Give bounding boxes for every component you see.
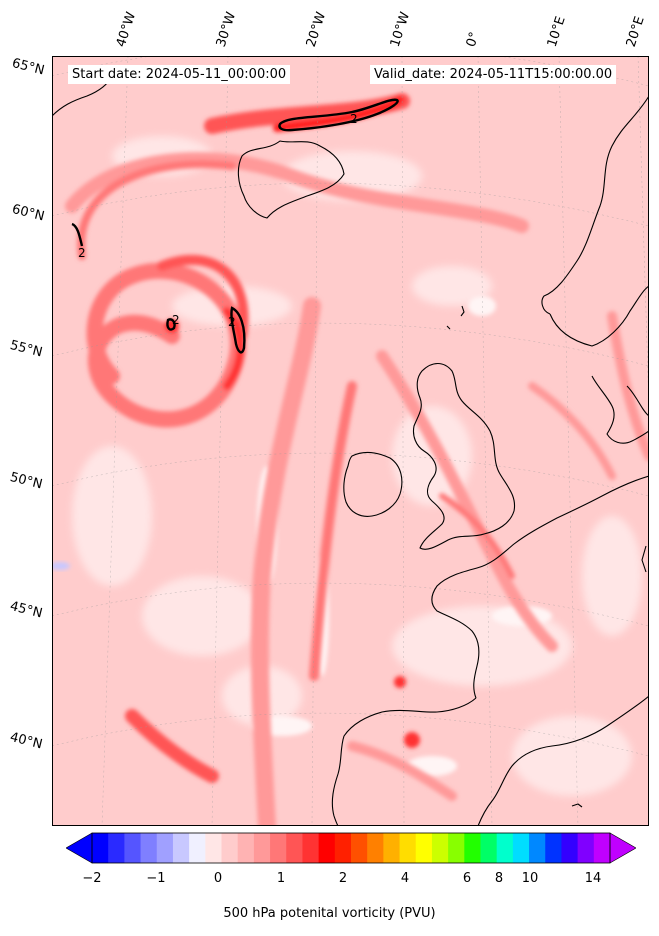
colorbar (66, 832, 636, 864)
pv-field-spots (165, 319, 420, 748)
colorbar-cell (351, 833, 368, 863)
lat-label-55n: 55°N (8, 338, 44, 361)
colorbar-cell (512, 833, 530, 863)
lat-label-40n: 40°N (8, 730, 44, 753)
colorbar-cells (92, 833, 611, 863)
colorbar-cell (480, 833, 498, 863)
colorbar-cell (464, 833, 481, 863)
lon-label-10e: 10°E (544, 14, 569, 50)
colorbar-cell (367, 833, 384, 863)
colorbar-cell (334, 833, 352, 863)
lon-label-0: 0° (463, 30, 483, 49)
colorbar-cell (431, 833, 449, 863)
colorbar-tick-6: 6 (462, 871, 472, 886)
colorbar-cell (237, 833, 255, 863)
lat-label-45n: 45°N (8, 599, 44, 622)
colorbar-cell (286, 833, 303, 863)
pv-field-dark-bands (65, 93, 649, 826)
lon-label-40w: 40°W (113, 10, 140, 49)
colorbar-cell (496, 833, 514, 863)
valid-date-label: Valid_date: 2024-05-11T15:00:00.00 (370, 65, 617, 84)
start-date-label: Start date: 2024-05-11_00:00:00 (68, 65, 291, 84)
colorbar-tick-neg1: −1 (146, 871, 166, 886)
contour-label-low-east: 2 (228, 315, 236, 329)
colorbar-tick-8: 8 (494, 871, 504, 886)
lon-label-30w: 30°W (213, 10, 240, 49)
colorbar-over-triangle (609, 832, 636, 864)
colorbar-cell (545, 833, 562, 863)
colorbar-tick-14: 14 (584, 871, 602, 886)
colorbar-cell (156, 833, 174, 863)
colorbar-tick-neg2: −2 (82, 871, 102, 886)
lat-label-50n: 50°N (8, 470, 44, 493)
colorbar-tick-0: 0 (213, 871, 223, 886)
pv-field-negative-patch (52, 562, 70, 570)
contour-label-west: 2 (78, 246, 86, 260)
colorbar-cell (529, 833, 546, 863)
colorbar-tick-2: 2 (338, 871, 348, 886)
colorbar-cell (172, 833, 190, 863)
lon-label-10w: 10°W (387, 10, 414, 49)
pv-field-light-patches (72, 136, 642, 796)
lat-label-65n: 65°N (10, 56, 46, 79)
colorbar-cell (270, 833, 287, 863)
pv-2-contours (71, 98, 399, 354)
colorbar-cell (205, 833, 222, 863)
colorbar-cell (189, 833, 206, 863)
colorbar-cell (448, 833, 465, 863)
lon-label-20w: 20°W (303, 10, 330, 49)
colorbar-cell (221, 833, 239, 863)
colorbar-under-triangle (66, 832, 93, 864)
colorbar-cell (318, 833, 336, 863)
colorbar-cell (124, 833, 142, 863)
colorbar-cell (253, 833, 271, 863)
colorbar-cell (92, 833, 109, 863)
colorbar-cell (561, 833, 579, 863)
colorbar-cell (593, 833, 611, 863)
colorbar-cell (383, 833, 401, 863)
lat-label-60n: 60°N (10, 202, 46, 225)
colorbar-title: 500 hPa potenital vorticity (PVU) (223, 906, 436, 921)
colorbar-cell (399, 833, 417, 863)
colorbar-tick-10: 10 (521, 871, 539, 886)
colorbar-cell (577, 833, 595, 863)
coastlines (52, 75, 649, 826)
lon-label-20e: 20°E (623, 14, 648, 50)
contour-label-iceland: 2 (350, 112, 358, 126)
contour-label-low-center: 2 (172, 313, 180, 327)
pv-2-contour-labels: 2 2 2 2 (78, 112, 358, 329)
colorbar-cell (302, 833, 320, 863)
colorbar-cell (140, 833, 158, 863)
colorbar-cell (108, 833, 125, 863)
graticule (52, 56, 649, 826)
colorbar-tick-4: 4 (400, 871, 410, 886)
colorbar-tick-1: 1 (276, 871, 286, 886)
pv-map: 2 2 2 2 (52, 56, 649, 826)
colorbar-cell (415, 833, 433, 863)
